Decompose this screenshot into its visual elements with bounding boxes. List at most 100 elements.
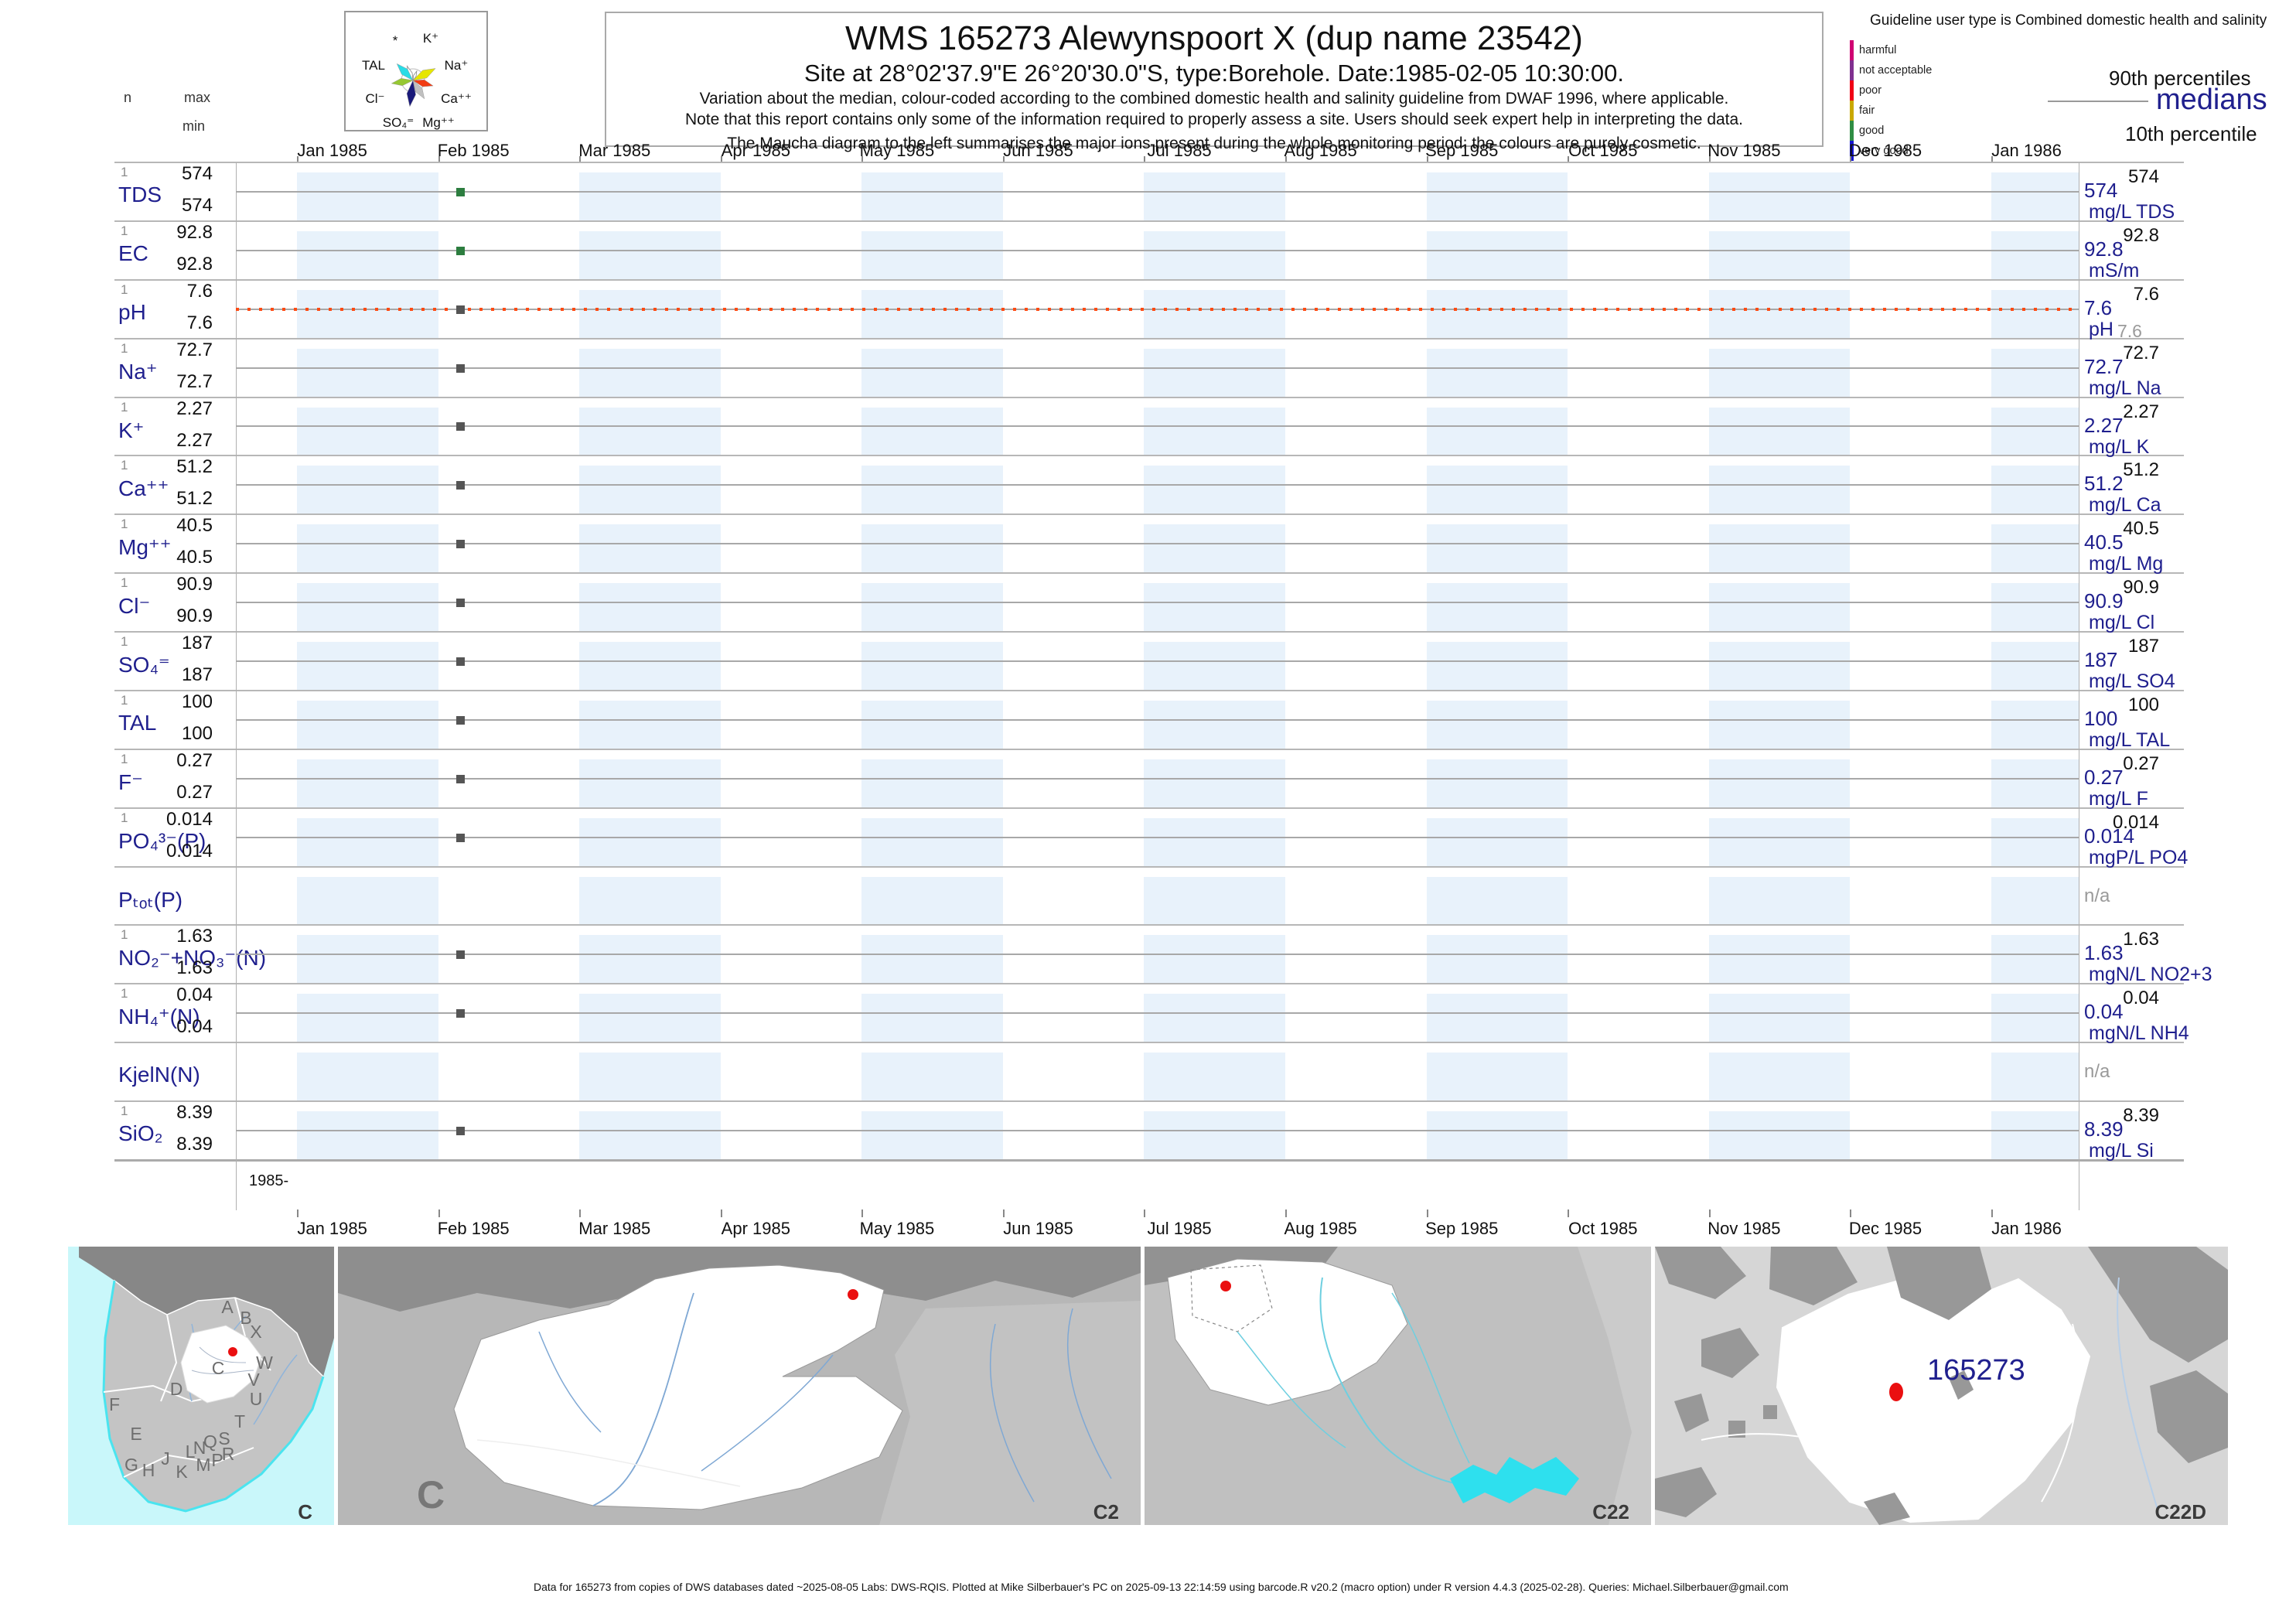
sample-point xyxy=(456,599,465,608)
footer-provenance: Data for 165273 from copies of DWS datab… xyxy=(534,1581,1789,1593)
maucha-ion-label: Mg⁺⁺ xyxy=(422,115,455,130)
month-band xyxy=(297,876,438,926)
drainage-region-letter: K xyxy=(176,1462,188,1482)
row-separator xyxy=(114,1158,2184,1162)
quality-label-poor: poor xyxy=(1859,84,1882,97)
row-separator xyxy=(114,455,2184,457)
row-name: EC xyxy=(118,241,148,265)
month-band xyxy=(1991,524,2079,574)
quality-swatch-not-acceptable xyxy=(1850,60,1854,80)
row-median: 0.27 xyxy=(2084,765,2124,789)
drainage-region-letter: G xyxy=(125,1455,138,1475)
row-name: PO₄³⁻(P) xyxy=(118,828,206,853)
month-band xyxy=(1426,817,1568,867)
site-dot xyxy=(1889,1383,1903,1401)
month-label-top: Oct 1985 xyxy=(1568,141,1638,160)
median-line xyxy=(236,602,2079,604)
month-label-top: Nov 1985 xyxy=(1708,141,1781,160)
drainage-region-letter: T xyxy=(234,1411,245,1431)
month-band xyxy=(579,407,721,456)
drainage-region-letter: Q xyxy=(203,1431,217,1452)
row-max: 100 xyxy=(181,691,213,712)
sample-point xyxy=(456,1009,465,1018)
median-line xyxy=(236,777,2079,780)
month-band xyxy=(1144,876,1286,926)
maucha-ion-label: Ca⁺⁺ xyxy=(441,91,472,106)
row-name: NO₂⁻+NO₃⁻(N) xyxy=(118,946,267,971)
month-band xyxy=(861,289,1003,339)
month-band xyxy=(861,876,1003,926)
month-label-bottom: Apr 1985 xyxy=(721,1219,790,1238)
row-name: KjelN(N) xyxy=(118,1063,200,1087)
row-unit: mgP/L PO4 xyxy=(2089,846,2189,868)
row-unit: mg/L TDS xyxy=(2089,201,2175,223)
map-corner-label: C xyxy=(298,1500,312,1523)
row-median: 0.014 xyxy=(2084,824,2135,848)
page-title: WMS 165273 Alewynspoort X (dup name 2354… xyxy=(845,19,1583,57)
p10-legend-label: 10th percentile xyxy=(2125,122,2257,145)
quality-swatch-very-good xyxy=(1850,141,1854,161)
guideline-user-type-note: Guideline user type is Combined domestic… xyxy=(1870,12,2267,29)
month-tick-top xyxy=(861,156,864,162)
month-band xyxy=(579,583,721,633)
site-dot xyxy=(848,1289,858,1300)
month-band xyxy=(1144,407,1286,456)
row-separator xyxy=(114,220,2184,222)
quality-swatch-good xyxy=(1850,121,1854,141)
month-band xyxy=(1144,642,1286,691)
month-band xyxy=(579,642,721,691)
sample-point xyxy=(456,305,465,314)
row-separator xyxy=(114,924,2184,926)
row-count: 1 xyxy=(121,281,128,297)
median-line xyxy=(236,484,2079,486)
median-line xyxy=(236,1130,2079,1132)
sample-point xyxy=(456,481,465,490)
month-band xyxy=(861,1053,1003,1102)
month-band xyxy=(1708,994,1851,1043)
row-na: n/a xyxy=(2084,885,2110,906)
month-band xyxy=(1708,817,1851,867)
month-tick-bottom xyxy=(1002,1209,1005,1217)
row-na: n/a xyxy=(2084,1061,2110,1083)
quality-swatch-fair xyxy=(1850,101,1854,121)
month-band xyxy=(1708,524,1851,574)
maucha-ion-label: TAL xyxy=(362,58,385,73)
month-band xyxy=(1426,759,1568,808)
row-median: 0.04 xyxy=(2084,1000,2124,1024)
sample-point xyxy=(456,363,465,373)
row-min: 2.27 xyxy=(176,429,213,451)
row-separator xyxy=(114,162,2184,163)
month-label-bottom: Jun 1985 xyxy=(1003,1219,1073,1238)
row-count: 1 xyxy=(121,986,128,1001)
median-line xyxy=(236,367,2079,369)
row-name: Cl⁻ xyxy=(118,594,151,619)
row-max: 72.7 xyxy=(176,339,213,360)
sample-point xyxy=(456,833,465,842)
quality-label-very-good: very good xyxy=(1859,145,1909,157)
median-line xyxy=(236,249,2079,251)
month-tick-top xyxy=(1285,156,1288,162)
month-band xyxy=(861,583,1003,633)
count-column-header: n xyxy=(124,90,132,105)
row-unit: mg/L Ca xyxy=(2089,494,2161,517)
plot-left-border xyxy=(236,162,237,1210)
row-p10: 7.6 xyxy=(2117,320,2142,341)
median-line-sample xyxy=(2048,101,2148,102)
month-tick-top xyxy=(1708,156,1711,162)
median-line xyxy=(236,954,2079,956)
drainage-region-letter: N xyxy=(193,1438,206,1458)
row-median: 40.5 xyxy=(2084,531,2124,554)
month-band xyxy=(1708,583,1851,633)
row-max: 90.9 xyxy=(176,574,213,595)
month-band xyxy=(1708,407,1851,456)
month-band xyxy=(1991,583,2079,633)
month-band xyxy=(1708,172,1851,221)
month-tick-top xyxy=(1002,156,1005,162)
month-band xyxy=(1144,994,1286,1043)
row-unit: mgN/L NO2+3 xyxy=(2089,964,2212,986)
guideline-dotted-line xyxy=(236,307,2079,311)
maucha-ion-label: Na⁺ xyxy=(445,58,469,73)
median-line xyxy=(236,190,2079,193)
note-variation: Variation about the median, colour-coded… xyxy=(699,90,1729,107)
row-unit: mg/L Na xyxy=(2089,377,2161,399)
